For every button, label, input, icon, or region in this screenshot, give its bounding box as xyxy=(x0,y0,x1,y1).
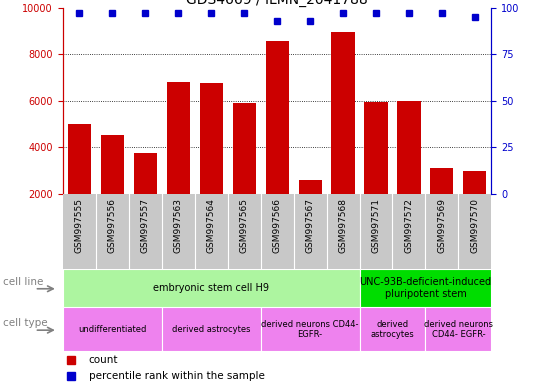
Text: percentile rank within the sample: percentile rank within the sample xyxy=(88,371,264,381)
Bar xyxy=(233,103,256,194)
Text: derived astrocytes: derived astrocytes xyxy=(172,325,251,334)
Text: GSM997566: GSM997566 xyxy=(272,198,282,253)
Bar xyxy=(63,269,359,307)
Bar xyxy=(397,101,420,194)
Text: GSM997569: GSM997569 xyxy=(437,198,447,253)
Text: undifferentiated: undifferentiated xyxy=(78,325,146,334)
Text: derived neurons CD44-
EGFR-: derived neurons CD44- EGFR- xyxy=(262,319,359,339)
Bar xyxy=(464,170,486,194)
Title: GDS4669 / ILMN_2041788: GDS4669 / ILMN_2041788 xyxy=(186,0,368,7)
Text: cell type: cell type xyxy=(3,318,48,328)
Bar xyxy=(365,102,388,194)
Text: GSM997567: GSM997567 xyxy=(306,198,314,253)
Text: GSM997555: GSM997555 xyxy=(75,198,84,253)
Text: cell line: cell line xyxy=(3,277,44,287)
Text: UNC-93B-deficient-induced
pluripotent stem: UNC-93B-deficient-induced pluripotent st… xyxy=(359,277,491,299)
Bar xyxy=(425,307,491,351)
Text: GSM997564: GSM997564 xyxy=(206,198,216,253)
Bar xyxy=(100,134,124,194)
Text: GSM997570: GSM997570 xyxy=(471,198,479,253)
Bar xyxy=(134,153,157,194)
Text: GSM997556: GSM997556 xyxy=(108,198,117,253)
Bar xyxy=(68,124,91,194)
Bar xyxy=(299,180,322,194)
Text: derived
astrocytes: derived astrocytes xyxy=(371,319,414,339)
Text: GSM997557: GSM997557 xyxy=(141,198,150,253)
Text: GSM997565: GSM997565 xyxy=(240,198,248,253)
Bar xyxy=(200,83,223,194)
Bar xyxy=(260,307,359,351)
Bar xyxy=(331,32,354,194)
Bar xyxy=(359,307,425,351)
Bar xyxy=(63,307,162,351)
Bar xyxy=(265,41,289,194)
Text: GSM997571: GSM997571 xyxy=(371,198,381,253)
Text: embryonic stem cell H9: embryonic stem cell H9 xyxy=(153,283,269,293)
Text: derived neurons
CD44- EGFR-: derived neurons CD44- EGFR- xyxy=(424,319,493,339)
Text: GSM997572: GSM997572 xyxy=(405,198,413,253)
Bar xyxy=(167,82,189,194)
Text: GSM997563: GSM997563 xyxy=(174,198,183,253)
Bar xyxy=(359,269,491,307)
Bar xyxy=(162,307,260,351)
Text: GSM997568: GSM997568 xyxy=(339,198,348,253)
Text: count: count xyxy=(88,354,118,364)
Bar xyxy=(430,168,454,194)
